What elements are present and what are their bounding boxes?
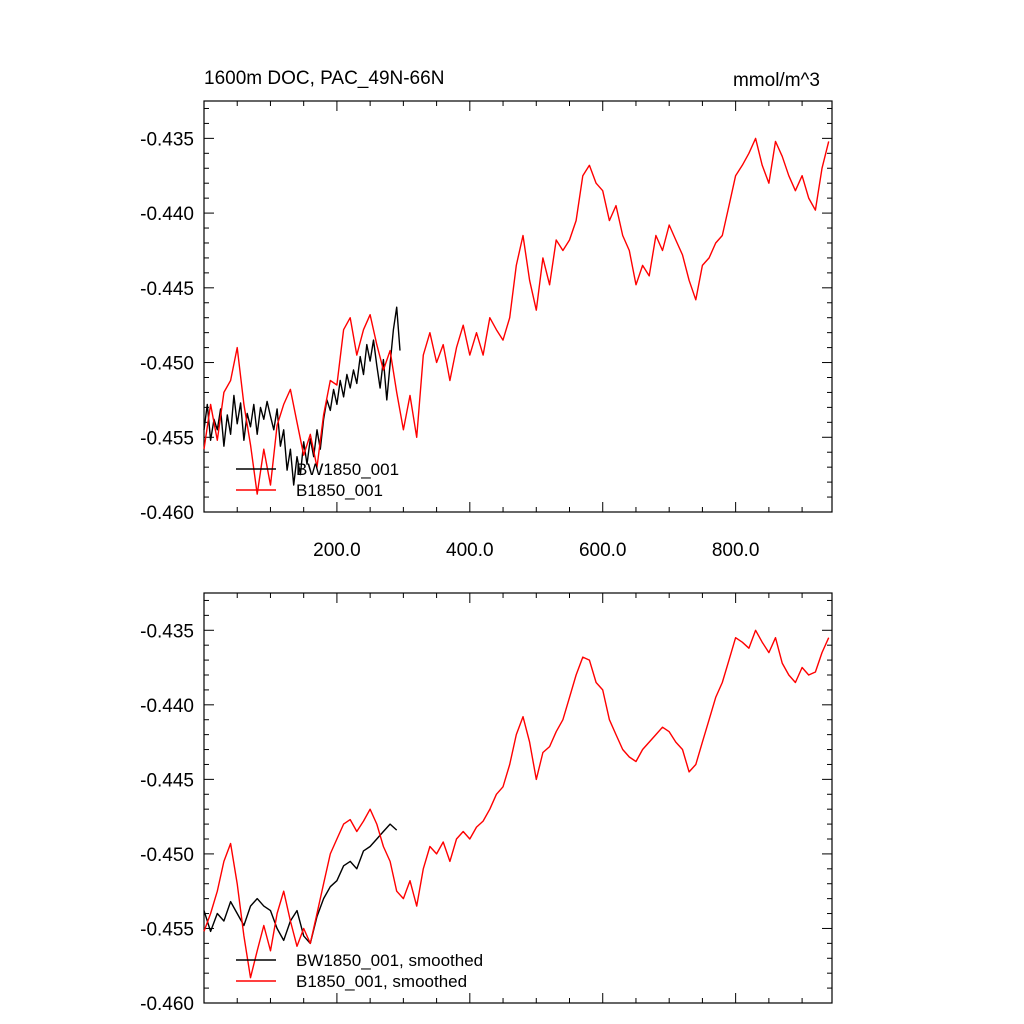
y-tick-label: -0.455 xyxy=(140,919,194,940)
y-tick-label: -0.435 xyxy=(140,621,194,642)
series-line-black xyxy=(203,306,401,486)
y-tick-label: -0.435 xyxy=(140,129,194,150)
chart-units: mmol/m^3 xyxy=(733,70,820,91)
series-line-red xyxy=(203,629,830,979)
plot-frame xyxy=(203,100,833,513)
y-tick-label: -0.455 xyxy=(140,428,194,449)
x-tick-label: 800.0 xyxy=(712,540,760,561)
y-tick-label: -0.460 xyxy=(140,503,194,524)
plot-frame xyxy=(203,592,833,1004)
series-line-red xyxy=(203,137,830,495)
bottom-panel: -0.460 -0.455 -0.450 -0.445 -0.440 -0.435 BW18… xyxy=(140,592,833,1015)
series-line-black xyxy=(203,823,398,945)
x-tick-label: 600.0 xyxy=(579,540,627,561)
x-tick-label: 400.0 xyxy=(446,540,494,561)
legend-label: BW1850_001, smoothed xyxy=(296,951,483,970)
y-tick-label: -0.460 xyxy=(140,994,194,1015)
top-panel: -0.460 -0.455 -0.450 -0.445 -0.440 -0.435 200.… xyxy=(140,100,833,561)
y-tick-label: -0.450 xyxy=(140,354,194,375)
x-tick-label: 200.0 xyxy=(313,540,361,561)
y-tick-label: -0.445 xyxy=(140,279,194,300)
chart-title: 1600m DOC, PAC_49N-66N xyxy=(204,68,444,89)
y-tick-label: -0.440 xyxy=(140,696,194,717)
legend-label: BW1850_001 xyxy=(296,460,399,479)
y-tick-label: -0.440 xyxy=(140,204,194,225)
y-tick-label: -0.450 xyxy=(140,845,194,866)
legend-label: B1850_001 xyxy=(296,481,383,500)
legend-label: B1850_001, smoothed xyxy=(296,972,467,991)
y-tick-label: -0.445 xyxy=(140,770,194,791)
